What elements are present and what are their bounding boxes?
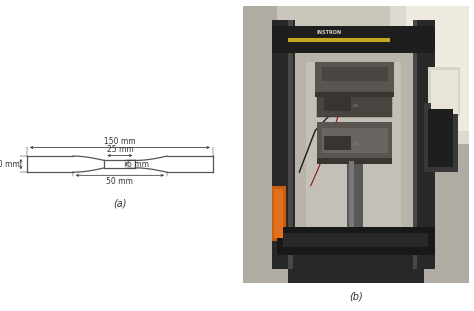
Text: 6 mm: 6 mm — [128, 160, 149, 169]
Text: (b): (b) — [349, 291, 363, 301]
Text: DXL: DXL — [352, 142, 359, 146]
Text: 25 mm: 25 mm — [107, 145, 133, 154]
Bar — [288, 38, 390, 42]
Bar — [272, 26, 435, 53]
Text: 10 mm: 10 mm — [0, 160, 19, 169]
Bar — [274, 189, 283, 239]
Bar — [283, 233, 428, 247]
Text: (a): (a) — [113, 199, 127, 209]
Bar — [306, 62, 401, 227]
Bar — [412, 20, 417, 269]
Bar — [315, 62, 394, 95]
Bar — [318, 122, 392, 161]
Bar — [272, 186, 286, 241]
Text: INSTRON: INSTRON — [316, 30, 341, 35]
Bar — [412, 20, 435, 269]
Bar — [295, 53, 412, 241]
Bar — [390, 6, 469, 144]
Bar — [349, 161, 354, 227]
Bar — [324, 136, 351, 150]
Bar — [428, 67, 460, 117]
Bar — [424, 103, 458, 172]
Bar — [272, 20, 295, 269]
Bar — [322, 67, 388, 81]
Text: DXL: DXL — [352, 104, 359, 108]
Bar — [288, 255, 424, 283]
Text: 150 mm: 150 mm — [104, 137, 136, 146]
Bar — [318, 158, 392, 164]
Bar — [322, 128, 388, 153]
Text: 50 mm: 50 mm — [107, 177, 133, 186]
Bar — [315, 92, 394, 97]
Bar — [431, 70, 458, 114]
Bar — [318, 92, 392, 117]
Bar — [347, 161, 363, 227]
Bar — [277, 227, 435, 255]
Bar — [428, 109, 454, 167]
Bar — [324, 97, 351, 111]
Bar — [288, 20, 292, 269]
Bar — [277, 6, 435, 214]
Bar — [406, 6, 469, 131]
